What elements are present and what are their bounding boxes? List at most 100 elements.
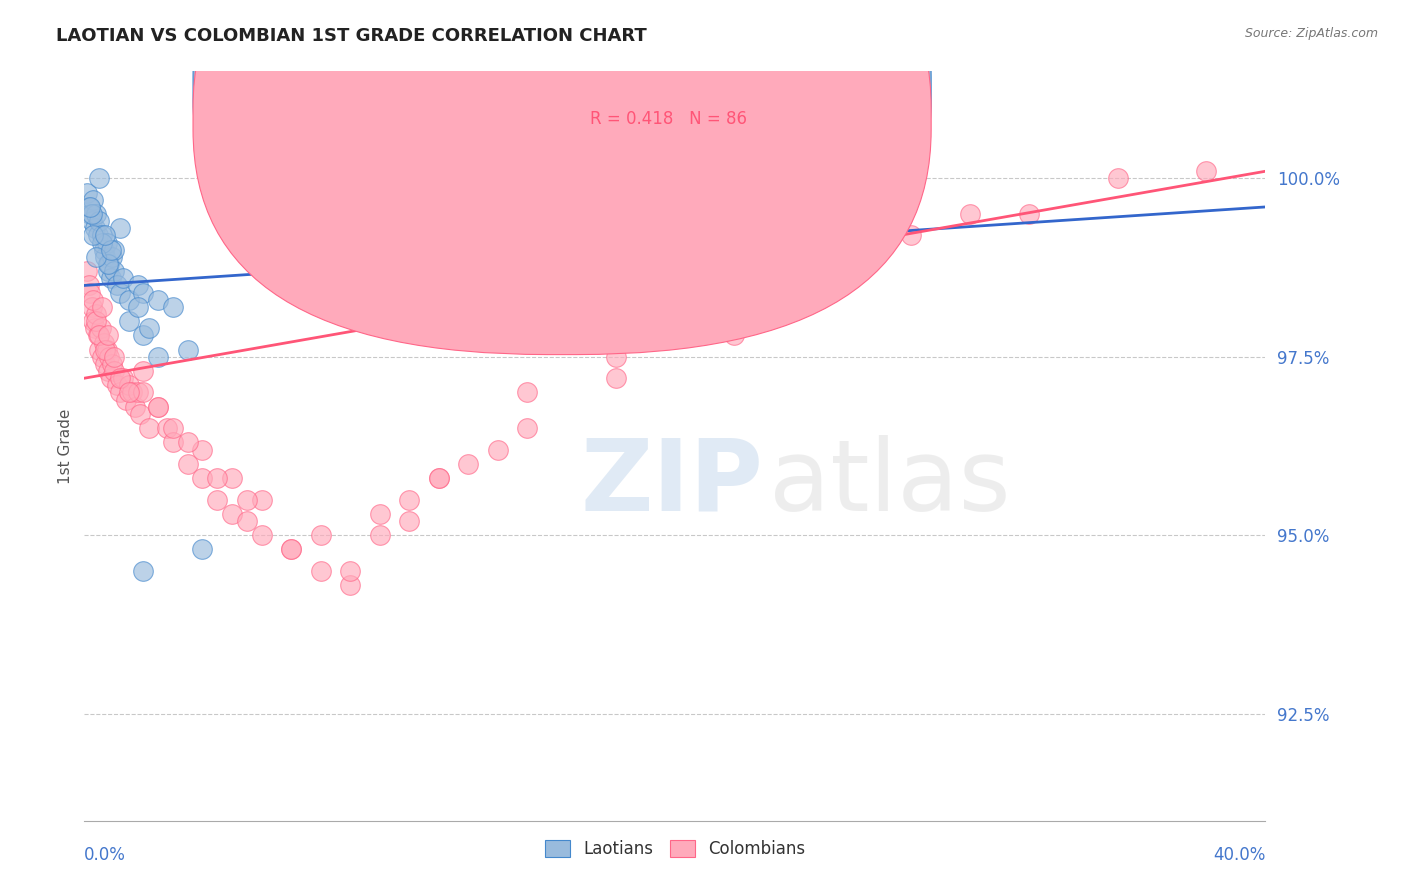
Point xyxy=(94,357,117,371)
Point xyxy=(309,528,332,542)
Point xyxy=(103,350,125,364)
Point xyxy=(148,400,170,414)
Point xyxy=(900,228,922,243)
Point xyxy=(368,507,391,521)
Point xyxy=(118,314,141,328)
Point xyxy=(132,364,155,378)
Point xyxy=(1195,164,1218,178)
Point xyxy=(87,328,111,343)
Point xyxy=(79,285,101,300)
Y-axis label: 1st Grade: 1st Grade xyxy=(58,409,73,483)
Point xyxy=(162,300,184,314)
Point xyxy=(236,492,259,507)
Text: Source: ZipAtlas.com: Source: ZipAtlas.com xyxy=(1244,27,1378,40)
Point xyxy=(93,243,115,257)
Point xyxy=(83,221,105,235)
Point xyxy=(516,385,538,400)
Point xyxy=(148,293,170,307)
Point xyxy=(103,243,125,257)
Point xyxy=(87,214,111,228)
Point xyxy=(486,442,509,457)
Point xyxy=(97,328,120,343)
Point xyxy=(132,285,155,300)
Text: 40.0%: 40.0% xyxy=(1213,846,1265,863)
Point xyxy=(1107,171,1129,186)
Point xyxy=(86,328,108,343)
Point xyxy=(605,350,627,364)
Point xyxy=(148,350,170,364)
Point xyxy=(94,343,117,357)
Point xyxy=(339,578,361,592)
Point xyxy=(114,392,136,407)
Point xyxy=(811,278,834,293)
Point xyxy=(156,421,179,435)
Point xyxy=(177,343,200,357)
Point xyxy=(100,243,122,257)
Point xyxy=(97,264,120,278)
Point xyxy=(103,364,125,378)
Point xyxy=(457,457,479,471)
Point xyxy=(132,385,155,400)
FancyBboxPatch shape xyxy=(522,64,852,146)
Text: ZIP: ZIP xyxy=(581,435,763,532)
Point xyxy=(84,307,107,321)
Point xyxy=(207,471,229,485)
Point xyxy=(100,271,122,285)
Point xyxy=(79,207,101,221)
Point xyxy=(280,542,302,557)
Point xyxy=(87,343,111,357)
Point xyxy=(723,328,745,343)
Point xyxy=(138,421,160,435)
Point xyxy=(84,314,107,328)
Point xyxy=(127,300,149,314)
Point xyxy=(76,264,98,278)
Point xyxy=(80,207,103,221)
Point xyxy=(91,235,114,250)
Point xyxy=(80,214,103,228)
Point xyxy=(86,228,108,243)
Point xyxy=(108,371,131,385)
Point xyxy=(250,528,273,542)
Text: LAOTIAN VS COLOMBIAN 1ST GRADE CORRELATION CHART: LAOTIAN VS COLOMBIAN 1ST GRADE CORRELATI… xyxy=(56,27,647,45)
Point xyxy=(84,250,107,264)
Point xyxy=(105,278,128,293)
Point xyxy=(79,200,101,214)
Point xyxy=(82,193,104,207)
Point xyxy=(98,350,121,364)
Point xyxy=(398,492,420,507)
Point xyxy=(664,314,686,328)
Point xyxy=(132,328,155,343)
Point xyxy=(94,250,117,264)
Point xyxy=(111,371,134,385)
Point xyxy=(339,564,361,578)
Point xyxy=(118,378,141,392)
Point xyxy=(427,471,450,485)
Point xyxy=(82,314,104,328)
Point xyxy=(91,300,114,314)
Point xyxy=(101,357,124,371)
Point xyxy=(83,321,105,335)
Point xyxy=(94,228,117,243)
Point xyxy=(76,186,98,200)
Point xyxy=(811,243,834,257)
FancyBboxPatch shape xyxy=(193,0,931,325)
Point xyxy=(101,250,124,264)
Text: R = 0.278   N = 45: R = 0.278 N = 45 xyxy=(591,79,747,97)
Point xyxy=(97,257,120,271)
Point xyxy=(516,421,538,435)
Point xyxy=(90,321,112,335)
Point xyxy=(132,564,155,578)
Point xyxy=(221,471,243,485)
Point xyxy=(77,278,100,293)
Point xyxy=(250,492,273,507)
Point xyxy=(108,221,131,235)
Point xyxy=(177,457,200,471)
Point xyxy=(959,207,981,221)
Point xyxy=(162,435,184,450)
Point xyxy=(84,207,107,221)
Point xyxy=(124,400,146,414)
Point xyxy=(236,514,259,528)
Point xyxy=(129,407,152,421)
Point xyxy=(191,442,214,457)
Point xyxy=(280,542,302,557)
